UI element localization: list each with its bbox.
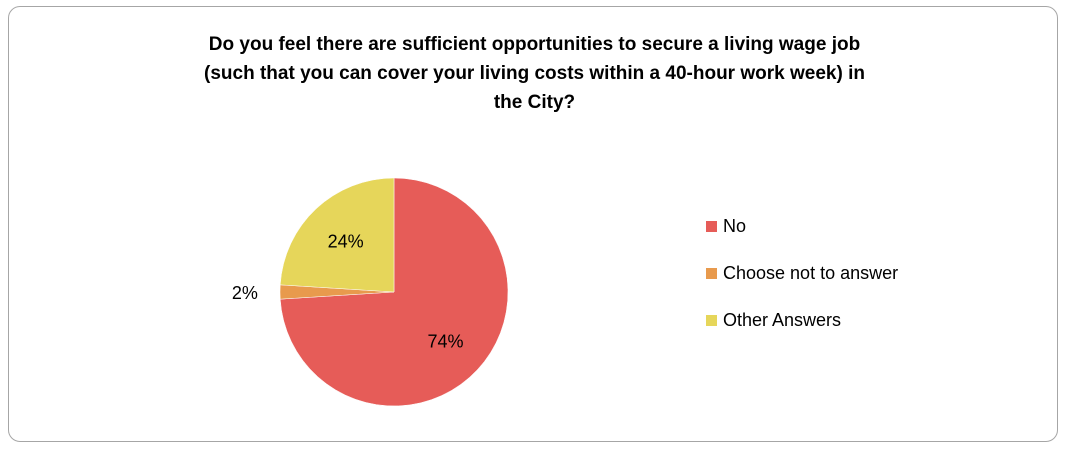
data-label-choose-not-to-answer: 2%	[232, 283, 258, 303]
data-label-other-answers: 24%	[328, 231, 364, 251]
chart-legend: No Choose not to answer Other Answers	[706, 212, 898, 353]
legend-swatch-other-answers	[706, 314, 717, 326]
chart-title-line: (such that you can cover your living cos…	[204, 63, 865, 84]
legend-item-no: No	[706, 212, 898, 240]
chart-title-line: the City?	[493, 92, 576, 113]
legend-label-other-answers: Other Answers	[723, 309, 842, 330]
pie-slice-other-answers	[279, 177, 395, 293]
legend-swatch-choose-not-to-answer	[706, 267, 717, 279]
chart-frame	[8, 6, 1058, 442]
legend-label-choose-not-to-answer: Choose not to answer	[723, 262, 899, 283]
chart-title-line: Do you feel there are sufficient opportu…	[208, 34, 861, 55]
legend-item-choose-not-to-answer: Choose not to answer	[706, 259, 898, 287]
legend-label-no: No	[723, 215, 747, 236]
legend-swatch-no	[706, 220, 717, 232]
legend-item-other-answers: Other Answers	[706, 306, 898, 334]
chart-title: Do you feel there are sufficient opportu…	[0, 30, 1069, 117]
data-label-no: 74%	[428, 331, 464, 351]
